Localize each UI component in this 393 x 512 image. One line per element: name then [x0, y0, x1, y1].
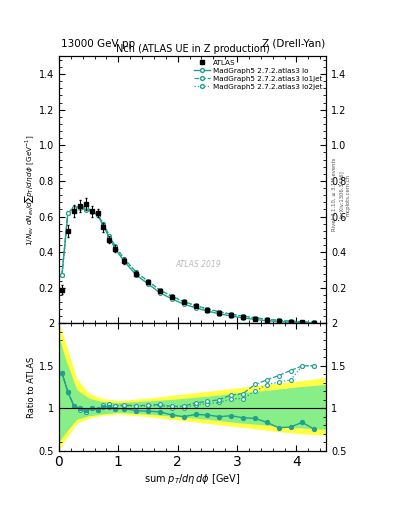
MadGraph5 2.7.2.atlas3 lo1jet [107, 232, 112, 239]
MadGraph5 2.7.2.atlas3 lo [122, 259, 127, 265]
MadGraph5 2.7.2.atlas3 lo [169, 296, 174, 302]
MadGraph5 2.7.2.atlas3 lo [83, 204, 88, 210]
MadGraph5 2.7.2.atlas3 lo [312, 320, 317, 326]
MadGraph5 2.7.2.atlas3 lo2jet [158, 287, 162, 293]
Y-axis label: $1/N_{ev}\ dN_{ev}/d\!\sum\! p_T/d\eta\,d\phi\ [\mathrm{GeV}^{-1}]$: $1/N_{ev}\ dN_{ev}/d\!\sum\! p_T/d\eta\,… [23, 134, 36, 246]
Legend: ATLAS, MadGraph5 2.7.2.atlas3 lo, MadGraph5 2.7.2.atlas3 lo1jet, MadGraph5 2.7.2: ATLAS, MadGraph5 2.7.2.atlas3 lo, MadGra… [193, 58, 324, 91]
MadGraph5 2.7.2.atlas3 lo [89, 207, 94, 214]
MadGraph5 2.7.2.atlas3 lo2jet [146, 279, 151, 285]
Text: mcplots.cern.ch: mcplots.cern.ch [345, 174, 351, 216]
MadGraph5 2.7.2.atlas3 lo1jet [312, 319, 317, 326]
MadGraph5 2.7.2.atlas3 lo1jet [217, 309, 222, 315]
MadGraph5 2.7.2.atlas3 lo1jet [89, 208, 94, 215]
MadGraph5 2.7.2.atlas3 lo1jet [253, 314, 257, 321]
MadGraph5 2.7.2.atlas3 lo1jet [113, 243, 118, 249]
MadGraph5 2.7.2.atlas3 lo2jet [264, 316, 269, 323]
MadGraph5 2.7.2.atlas3 lo1jet [101, 221, 106, 227]
X-axis label: sum $p_T/d\eta\,d\phi$ [GeV]: sum $p_T/d\eta\,d\phi$ [GeV] [144, 472, 241, 486]
MadGraph5 2.7.2.atlas3 lo [158, 290, 162, 296]
MadGraph5 2.7.2.atlas3 lo1jet [66, 210, 70, 216]
MadGraph5 2.7.2.atlas3 lo [253, 316, 257, 323]
MadGraph5 2.7.2.atlas3 lo1jet [205, 306, 210, 312]
MadGraph5 2.7.2.atlas3 lo [72, 205, 76, 211]
MadGraph5 2.7.2.atlas3 lo2jet [312, 319, 317, 326]
Text: [arXiv:1306.3436]: [arXiv:1306.3436] [339, 170, 344, 219]
MadGraph5 2.7.2.atlas3 lo1jet [158, 287, 162, 293]
MadGraph5 2.7.2.atlas3 lo2jet [181, 299, 186, 305]
MadGraph5 2.7.2.atlas3 lo2jet [95, 211, 100, 218]
MadGraph5 2.7.2.atlas3 lo [300, 319, 305, 326]
MadGraph5 2.7.2.atlas3 lo [288, 319, 293, 325]
Text: Rivet 3.1.10, ≥ 3.1M events: Rivet 3.1.10, ≥ 3.1M events [332, 158, 337, 231]
MadGraph5 2.7.2.atlas3 lo [241, 315, 245, 321]
MadGraph5 2.7.2.atlas3 lo2jet [60, 272, 64, 279]
MadGraph5 2.7.2.atlas3 lo [181, 301, 186, 307]
MadGraph5 2.7.2.atlas3 lo1jet [288, 318, 293, 324]
MadGraph5 2.7.2.atlas3 lo2jet [300, 318, 305, 325]
Text: 13000 GeV pp: 13000 GeV pp [61, 38, 135, 49]
MadGraph5 2.7.2.atlas3 lo [66, 210, 70, 216]
MadGraph5 2.7.2.atlas3 lo1jet [276, 317, 281, 323]
MadGraph5 2.7.2.atlas3 lo1jet [169, 293, 174, 299]
MadGraph5 2.7.2.atlas3 lo2jet [72, 205, 76, 211]
MadGraph5 2.7.2.atlas3 lo2jet [134, 269, 138, 275]
MadGraph5 2.7.2.atlas3 lo1jet [146, 278, 151, 284]
MadGraph5 2.7.2.atlas3 lo2jet [122, 256, 127, 262]
MadGraph5 2.7.2.atlas3 lo [146, 281, 151, 287]
MadGraph5 2.7.2.atlas3 lo2jet [229, 311, 233, 317]
MadGraph5 2.7.2.atlas3 lo2jet [113, 244, 118, 250]
MadGraph5 2.7.2.atlas3 lo2jet [169, 293, 174, 300]
MadGraph5 2.7.2.atlas3 lo1jet [77, 205, 82, 211]
MadGraph5 2.7.2.atlas3 lo1jet [229, 311, 233, 317]
Y-axis label: Ratio to ATLAS: Ratio to ATLAS [27, 356, 36, 418]
Text: Z (Drell-Yan): Z (Drell-Yan) [262, 38, 325, 49]
MadGraph5 2.7.2.atlas3 lo [77, 204, 82, 210]
MadGraph5 2.7.2.atlas3 lo2jet [241, 313, 245, 319]
Line: MadGraph5 2.7.2.atlas3 lo1jet: MadGraph5 2.7.2.atlas3 lo1jet [60, 206, 316, 324]
MadGraph5 2.7.2.atlas3 lo1jet [134, 269, 138, 275]
Text: ATLAS 2019: ATLAS 2019 [175, 260, 221, 269]
MadGraph5 2.7.2.atlas3 lo [134, 272, 138, 278]
Line: MadGraph5 2.7.2.atlas3 lo: MadGraph5 2.7.2.atlas3 lo [60, 205, 316, 325]
MadGraph5 2.7.2.atlas3 lo2jet [205, 306, 210, 312]
MadGraph5 2.7.2.atlas3 lo2jet [217, 309, 222, 315]
MadGraph5 2.7.2.atlas3 lo1jet [60, 272, 64, 279]
MadGraph5 2.7.2.atlas3 lo [264, 317, 269, 324]
MadGraph5 2.7.2.atlas3 lo [217, 311, 222, 317]
MadGraph5 2.7.2.atlas3 lo2jet [77, 204, 82, 210]
MadGraph5 2.7.2.atlas3 lo2jet [107, 233, 112, 239]
MadGraph5 2.7.2.atlas3 lo1jet [83, 207, 88, 213]
MadGraph5 2.7.2.atlas3 lo [101, 223, 106, 229]
MadGraph5 2.7.2.atlas3 lo [205, 308, 210, 314]
MadGraph5 2.7.2.atlas3 lo [60, 272, 64, 279]
Title: Nch (ATLAS UE in Z production): Nch (ATLAS UE in Z production) [116, 44, 270, 54]
MadGraph5 2.7.2.atlas3 lo2jet [83, 206, 88, 212]
MadGraph5 2.7.2.atlas3 lo [229, 313, 233, 319]
MadGraph5 2.7.2.atlas3 lo2jet [89, 208, 94, 215]
MadGraph5 2.7.2.atlas3 lo [193, 305, 198, 311]
MadGraph5 2.7.2.atlas3 lo [113, 246, 118, 252]
MadGraph5 2.7.2.atlas3 lo2jet [253, 315, 257, 321]
MadGraph5 2.7.2.atlas3 lo1jet [300, 318, 305, 325]
MadGraph5 2.7.2.atlas3 lo1jet [122, 255, 127, 262]
MadGraph5 2.7.2.atlas3 lo2jet [276, 317, 281, 324]
MadGraph5 2.7.2.atlas3 lo2jet [288, 318, 293, 324]
MadGraph5 2.7.2.atlas3 lo2jet [101, 221, 106, 227]
MadGraph5 2.7.2.atlas3 lo1jet [95, 211, 100, 217]
MadGraph5 2.7.2.atlas3 lo2jet [66, 210, 70, 216]
MadGraph5 2.7.2.atlas3 lo2jet [193, 303, 198, 309]
MadGraph5 2.7.2.atlas3 lo1jet [72, 205, 76, 211]
MadGraph5 2.7.2.atlas3 lo1jet [193, 302, 198, 308]
MadGraph5 2.7.2.atlas3 lo [276, 318, 281, 325]
MadGraph5 2.7.2.atlas3 lo1jet [264, 316, 269, 322]
Line: MadGraph5 2.7.2.atlas3 lo2jet: MadGraph5 2.7.2.atlas3 lo2jet [60, 205, 316, 324]
MadGraph5 2.7.2.atlas3 lo1jet [181, 298, 186, 305]
MadGraph5 2.7.2.atlas3 lo1jet [241, 313, 245, 319]
MadGraph5 2.7.2.atlas3 lo [107, 235, 112, 241]
MadGraph5 2.7.2.atlas3 lo [95, 212, 100, 218]
